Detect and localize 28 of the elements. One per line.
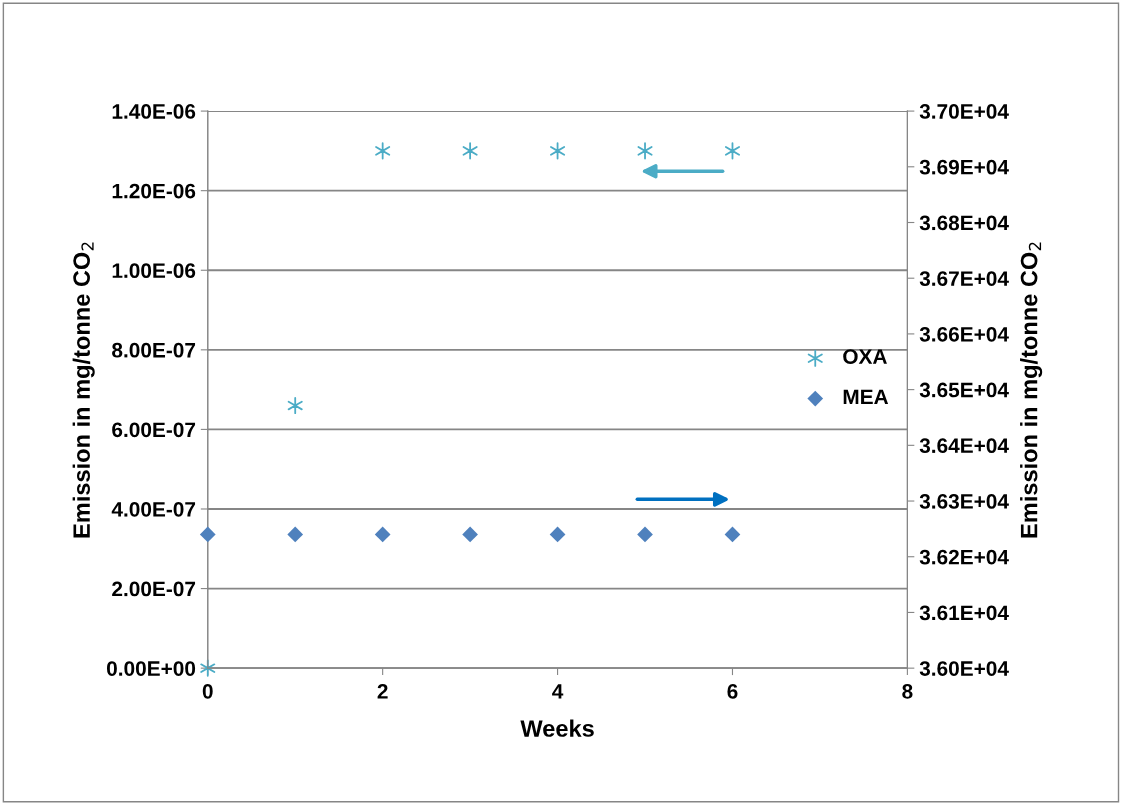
- y2-tick-label: 3.61E+04: [919, 605, 1009, 621]
- x-tick-label: 6: [727, 683, 738, 699]
- y2-tick-label: 3.66E+04: [919, 326, 1009, 342]
- y2-tick-label: 3.69E+04: [919, 159, 1009, 175]
- y2-tick-label: 3.64E+04: [919, 438, 1009, 454]
- y-tick-label: 2.00E-07: [112, 581, 196, 597]
- x-tick-label: 0: [202, 683, 213, 699]
- y-tick-label: 1.20E-06: [112, 183, 196, 199]
- y-tick-label: 4.00E-07: [111, 501, 196, 517]
- y2-axis-title: Emission in mg/tonne CO$_{2}$: [1020, 242, 1043, 538]
- y-tick-label: 1.40E-06: [112, 104, 196, 119]
- legend-label: MEA: [843, 389, 889, 404]
- x-tick-label: 8: [902, 683, 913, 699]
- y2-tick-label: 3.67E+04: [919, 271, 1009, 286]
- y2-tick-label: 3.65E+04: [919, 382, 1009, 398]
- x-tick-label: 4: [552, 684, 564, 699]
- y2-tick-label: 3.63E+04: [919, 494, 1009, 509]
- y-axis-title: Emission in mg/tonne CO$_{2}$: [72, 242, 95, 538]
- x-axis-title: Weeks: [520, 719, 594, 737]
- x-tick-label: 2: [377, 683, 388, 699]
- y2-tick-label: 3.68E+04: [919, 215, 1009, 231]
- y2-tick-label: 3.70E+04: [919, 104, 1009, 119]
- y-tick-label: 8.00E-07: [112, 342, 196, 358]
- y-tick-label: 1.00E-06: [112, 263, 196, 278]
- y2-tick-label: 3.62E+04: [919, 549, 1009, 565]
- y-tick-label: 0.00E+00: [106, 661, 196, 676]
- y-tick-label: 6.00E-07: [112, 422, 196, 438]
- y2-tick-label: 3.60E+04: [919, 661, 1009, 676]
